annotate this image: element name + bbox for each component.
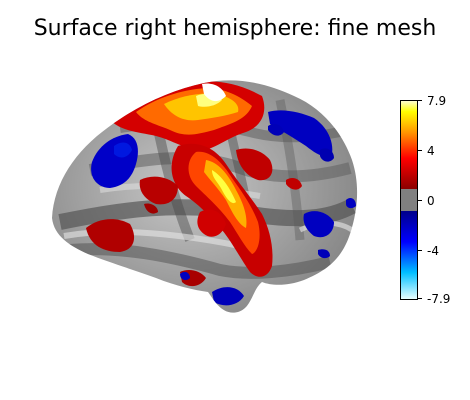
colorbar [400,100,418,300]
negative-activation-clusters [91,110,356,306]
colorbar-tick-label-min: -7.9 [427,292,451,306]
colorbar-tick-label-4: 4 [427,144,435,158]
figure-title: Surface right hemisphere: fine mesh [33,16,437,41]
colorbar-gradient [401,101,417,299]
colorbar-tick [417,200,422,201]
colorbar-tick [417,298,422,299]
colorbar-tick-label-0: 0 [427,194,435,208]
colorbar-tick [417,250,422,251]
colorbar-tick [417,100,422,101]
colorbar-tick-label-max: 7.9 [427,94,447,108]
colorbar-tick-label-neg4: -4 [427,244,439,258]
cortex-surface [52,80,358,313]
colorbar-tick [417,150,422,151]
